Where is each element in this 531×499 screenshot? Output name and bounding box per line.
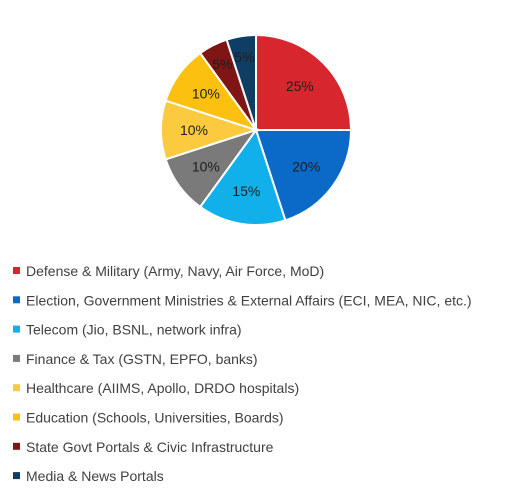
legend-swatch-5	[13, 413, 20, 421]
pie-slice-2	[198, 127, 287, 226]
pie-slices	[160, 33, 353, 226]
slice-label-4: 10%	[180, 122, 208, 138]
pie-slice-1	[254, 129, 353, 222]
slice-label-1: 20%	[292, 158, 320, 174]
legend-label-3: Finance & Tax (GSTN, EPFO, banks)	[26, 351, 258, 367]
legend-label-4: Healthcare (AIIMS, Apollo, DRDO hospital…	[26, 380, 299, 396]
pie-slice-labels: 25% 20% 15% 10% 10% 10% 5% 5%	[180, 49, 320, 199]
slice-label-6: 5%	[212, 56, 232, 72]
legend-swatch-4	[13, 384, 20, 392]
legend-label-0: Defense & Military (Army, Navy, Air Forc…	[26, 263, 324, 279]
slice-label-7: 5%	[234, 49, 254, 65]
slice-label-5: 10%	[192, 86, 220, 102]
pie-slice-0	[255, 33, 353, 131]
legend-swatch-7	[13, 472, 20, 480]
legend-swatch-6	[13, 442, 20, 450]
legend-label-7: Media & News Portals	[26, 468, 164, 484]
legend-label-6: State Govt Portals & Civic Infrastructur…	[26, 439, 274, 455]
legend-label-2: Telecom (Jio, BSNL, network infra)	[26, 322, 242, 338]
slice-label-0: 25%	[286, 78, 314, 94]
legend: Defense & Military (Army, Navy, Air Forc…	[13, 263, 472, 484]
legend-label-5: Education (Schools, Universities, Boards…	[26, 410, 284, 426]
pie-slice-7	[225, 33, 257, 131]
slice-label-2: 15%	[232, 183, 260, 199]
legend-swatch-0	[13, 267, 20, 274]
legend-label-1: Election, Government Ministries & Extern…	[26, 292, 472, 308]
legend-swatch-2	[13, 325, 20, 333]
legend-swatch-3	[13, 354, 20, 362]
slice-label-3: 10%	[192, 158, 220, 174]
legend-swatch-1	[13, 296, 20, 304]
